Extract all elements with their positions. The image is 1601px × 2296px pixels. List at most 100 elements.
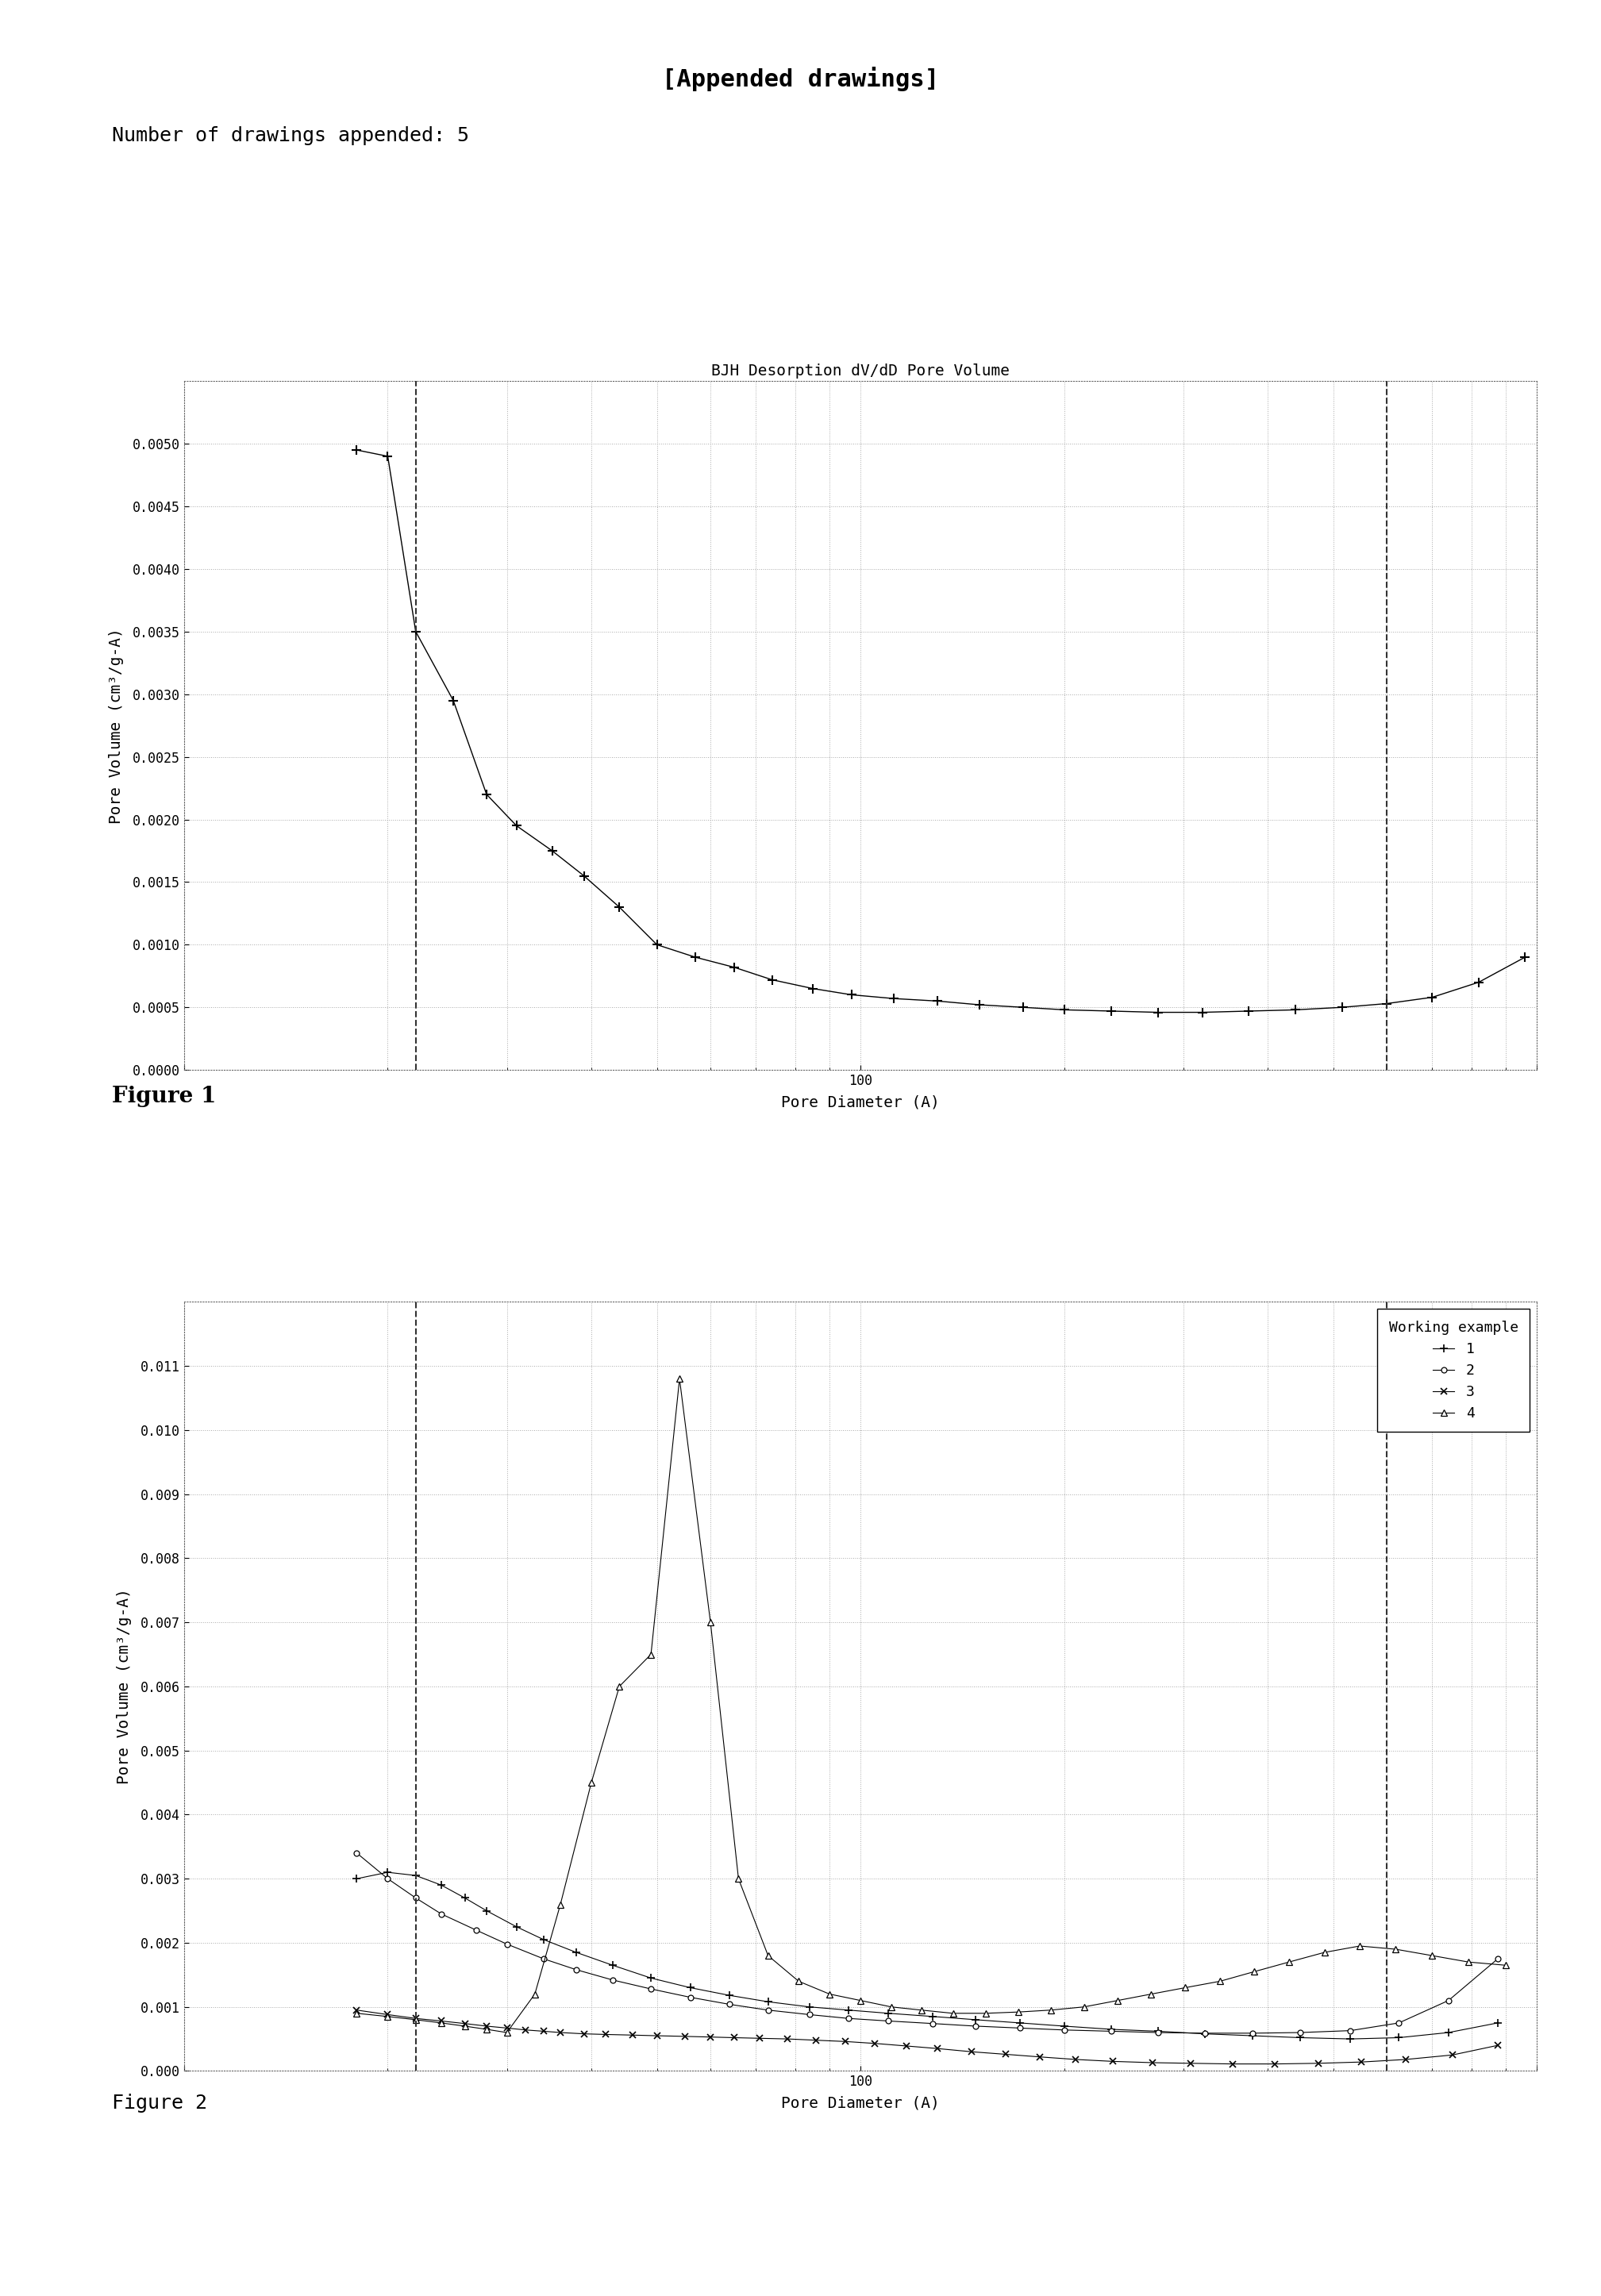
1 xyxy=(680,1975,700,2002)
4 xyxy=(1210,1968,1230,1995)
4 xyxy=(1423,1942,1443,1970)
1 xyxy=(642,1965,661,1993)
3 xyxy=(751,2025,770,2053)
4 xyxy=(1495,1952,1515,1979)
4 xyxy=(1386,1936,1406,1963)
2 xyxy=(839,2004,858,2032)
2 xyxy=(1101,2018,1121,2046)
3 xyxy=(535,2018,554,2046)
3 xyxy=(865,2030,884,2057)
1 xyxy=(720,1981,740,2009)
4 xyxy=(610,1671,629,1699)
1 xyxy=(477,1896,496,1924)
Text: Figure 1: Figure 1 xyxy=(112,1086,216,1107)
3 xyxy=(676,2023,695,2050)
1 xyxy=(1101,2016,1121,2043)
3 xyxy=(1443,2041,1462,2069)
3 xyxy=(929,2034,948,2062)
3 xyxy=(1265,2050,1284,2078)
1 xyxy=(800,1993,820,2020)
3 xyxy=(1182,2050,1201,2078)
2 xyxy=(432,1901,451,1929)
4 xyxy=(581,1768,600,1795)
1 xyxy=(1390,2023,1409,2050)
2 xyxy=(879,2007,898,2034)
1 xyxy=(535,1926,554,1954)
4 xyxy=(1041,1995,1060,2023)
4 xyxy=(525,1979,544,2007)
2 xyxy=(1290,2018,1310,2046)
3 xyxy=(432,2007,451,2034)
3 xyxy=(575,2020,594,2048)
3 xyxy=(623,2020,642,2048)
3 xyxy=(378,2000,397,2027)
2 xyxy=(466,1917,485,1945)
1 xyxy=(1290,2023,1310,2050)
4 xyxy=(1108,1986,1127,2014)
1 xyxy=(1487,2009,1507,2037)
2 xyxy=(498,1931,517,1958)
3 xyxy=(1066,2046,1085,2073)
3 xyxy=(701,2023,720,2050)
2 xyxy=(1010,2014,1029,2041)
2 xyxy=(1342,2016,1361,2043)
2 xyxy=(1242,2020,1262,2048)
3 xyxy=(1396,2046,1415,2073)
4 xyxy=(852,1986,871,2014)
4 xyxy=(642,1642,661,1669)
1 xyxy=(1010,2009,1029,2037)
2 xyxy=(604,1965,623,1993)
2 xyxy=(680,1984,700,2011)
3 xyxy=(516,2016,535,2043)
1 xyxy=(1439,2018,1459,2046)
4 xyxy=(728,1864,748,1892)
Line: 2: 2 xyxy=(354,1851,1500,2037)
3 xyxy=(455,2009,474,2037)
1 xyxy=(759,1988,778,2016)
3 xyxy=(1351,2048,1370,2076)
4 xyxy=(820,1979,839,2007)
2 xyxy=(1487,1945,1507,1972)
1 xyxy=(1242,2023,1262,2050)
4 xyxy=(551,1890,570,1917)
4 xyxy=(1244,1958,1263,1986)
4 xyxy=(378,2002,397,2030)
2 xyxy=(720,1991,740,2018)
1 xyxy=(347,1864,367,1892)
2 xyxy=(1055,2016,1074,2043)
3 xyxy=(407,2004,426,2032)
3 xyxy=(836,2027,855,2055)
4 xyxy=(477,2016,496,2043)
3 xyxy=(1103,2048,1122,2076)
1 xyxy=(839,1995,858,2023)
3 xyxy=(996,2041,1015,2069)
Text: [Appended drawings]: [Appended drawings] xyxy=(661,67,940,92)
4 xyxy=(1009,1998,1028,2025)
4 xyxy=(759,1942,778,1970)
2 xyxy=(1439,1986,1459,2014)
Y-axis label: Pore Volume (cm³/g-A): Pore Volume (cm³/g-A) xyxy=(117,1589,131,1784)
4 xyxy=(498,2018,517,2046)
Title: BJH Desorption dV/dD Pore Volume: BJH Desorption dV/dD Pore Volume xyxy=(711,363,1010,379)
Legend: 1, 2, 3, 4: 1, 2, 3, 4 xyxy=(1377,1309,1531,1433)
4 xyxy=(1074,1993,1093,2020)
4 xyxy=(977,2000,996,2027)
2 xyxy=(924,2009,943,2037)
4 xyxy=(1175,1975,1194,2002)
1 xyxy=(508,1913,527,1940)
2 xyxy=(1390,2009,1409,2037)
4 xyxy=(911,1995,930,2023)
3 xyxy=(1308,2050,1327,2078)
2 xyxy=(535,1945,554,1972)
3 xyxy=(551,2018,570,2046)
3 xyxy=(477,2011,496,2039)
3 xyxy=(807,2027,826,2055)
X-axis label: Pore Diameter (A): Pore Diameter (A) xyxy=(781,2096,940,2110)
4 xyxy=(347,2000,367,2027)
1 xyxy=(879,2000,898,2027)
3 xyxy=(1487,2032,1507,2060)
3 xyxy=(778,2025,797,2053)
1 xyxy=(455,1885,474,1913)
4 xyxy=(455,2011,474,2039)
4 xyxy=(1279,1949,1298,1977)
